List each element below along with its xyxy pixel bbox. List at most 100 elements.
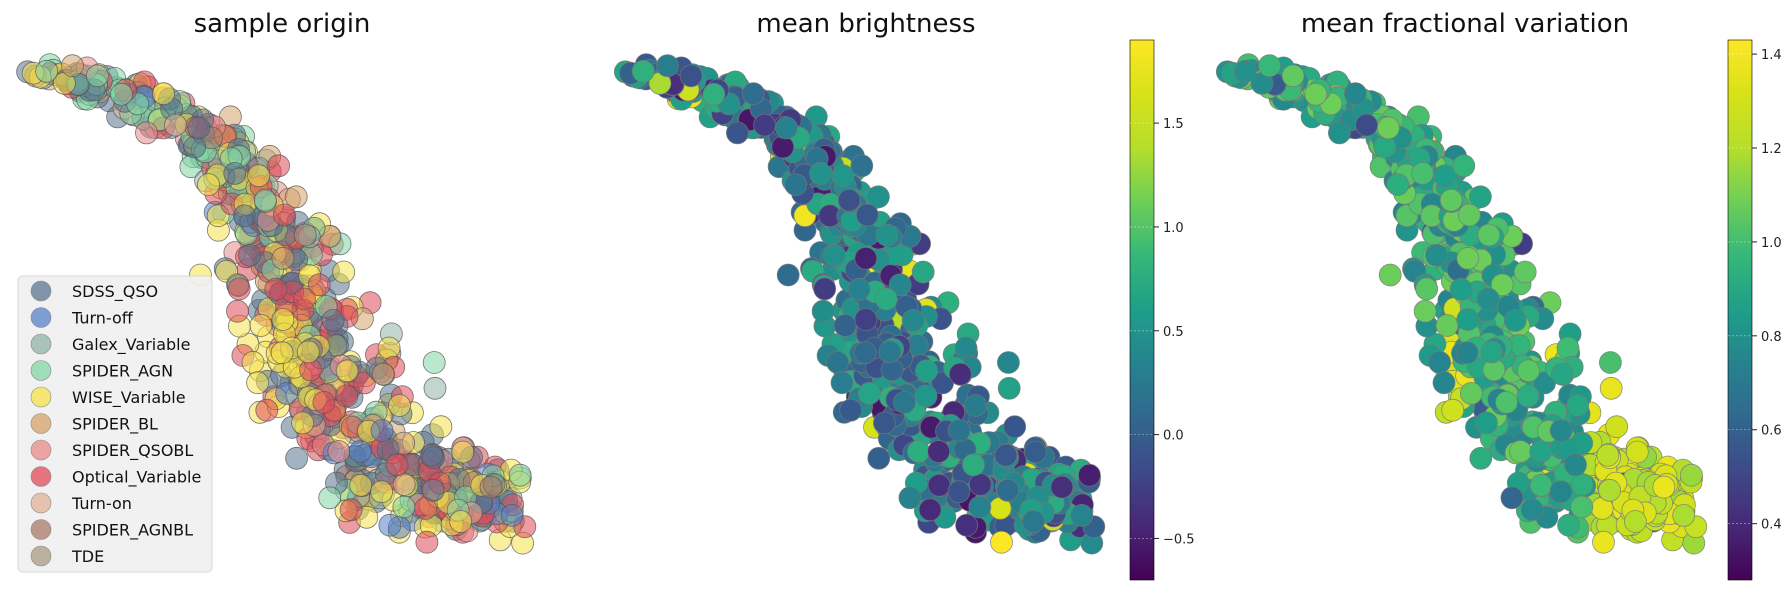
scatter-point: [422, 351, 446, 374]
scatter-point: [915, 359, 938, 383]
legend-label: Optical_Variable: [72, 468, 201, 488]
scatter-point: [1469, 446, 1493, 470]
scatter-point: [1503, 308, 1527, 332]
scatter-point: [968, 473, 992, 496]
scatter-point: [1449, 277, 1473, 301]
scatter-point: [293, 287, 316, 311]
scatter-point: [255, 398, 279, 422]
scatter-point: [1281, 64, 1305, 88]
scatter-point: [271, 246, 295, 270]
legend-marker: [30, 280, 52, 302]
scatter-point: [241, 350, 265, 374]
scatter-point: [377, 336, 401, 360]
scatter-point: [1457, 203, 1481, 227]
colorbar-tick-label: 0.6: [1761, 424, 1782, 439]
scatter-point: [1441, 398, 1465, 422]
scatter-point: [429, 415, 453, 439]
scatter-point: [1480, 340, 1504, 364]
legend-label: TDE: [71, 547, 104, 566]
scatter-point: [1516, 384, 1540, 408]
scatter-point: [954, 336, 978, 360]
legend-marker: [30, 466, 52, 487]
colorbar-tick-label: 0.8: [1761, 330, 1782, 345]
scatter-point: [110, 82, 133, 106]
scatter-point: [833, 314, 857, 337]
legend-label: SPIDER_AGN: [72, 362, 173, 382]
colorbar-tick-label: 1.0: [1761, 236, 1782, 251]
scatter-point: [1439, 188, 1463, 212]
scatter-point: [837, 188, 861, 212]
scatter-point: [378, 513, 402, 537]
scatter-point: [854, 308, 878, 331]
scatter-point: [831, 164, 855, 188]
scatter-point: [1598, 478, 1621, 502]
legend-marker: [30, 519, 52, 540]
scatter-point: [1513, 260, 1537, 284]
scatter-point: [830, 371, 854, 395]
scatter-point: [285, 446, 309, 470]
scatter-point: [679, 64, 703, 88]
scatter-point: [847, 277, 871, 301]
legend: SDSS_QSO Turn-off Galex_Variable SPIDER_AGN…: [17, 275, 213, 573]
scatter-point: [631, 59, 655, 83]
mean-fractional-variation-points: [1215, 53, 1708, 555]
scatter-point: [855, 203, 879, 227]
legend-label: Galex_Variable: [72, 335, 190, 355]
scatter-point: [813, 277, 837, 301]
colorbar-tick-label: 1.2: [1761, 142, 1782, 157]
scatter-point: [307, 273, 331, 297]
legend-label: SPIDER_AGNBL: [72, 521, 193, 541]
scatter-point: [1557, 513, 1580, 537]
colorbar-tick-label: 0.0: [1163, 429, 1184, 444]
scatter-point: [775, 116, 798, 140]
scatter-point: [312, 390, 336, 414]
scatter-point: [1428, 350, 1451, 374]
scatter-point: [1477, 223, 1501, 247]
scatter-point: [270, 341, 294, 365]
scatter-point: [1624, 510, 1647, 533]
scatter-point: [479, 475, 503, 499]
scatter-point: [371, 362, 395, 386]
scatter-point: [1456, 308, 1480, 331]
scatter-point: [907, 440, 930, 463]
scatter-point: [1455, 341, 1479, 365]
scatter-point: [1495, 390, 1518, 414]
scatter-point: [702, 82, 726, 106]
scatter-point: [1459, 381, 1483, 405]
scatter-point: [656, 54, 679, 78]
scatter-point: [420, 443, 443, 467]
scatter-point: [1680, 463, 1703, 487]
panel-title-mean-fractional-variation: mean fractional variation: [1301, 9, 1629, 39]
scatter-point: [911, 260, 935, 284]
scatter-point: [327, 440, 351, 463]
scatter-point: [275, 381, 299, 405]
scatter-point: [918, 498, 942, 522]
scatter-point: [1566, 394, 1590, 417]
scatter-point: [948, 362, 972, 386]
scatter-point: [152, 82, 176, 105]
scatter-point: [776, 263, 800, 287]
scatter-point: [893, 390, 916, 414]
legend-marker: [30, 413, 52, 434]
scatter-point: [1490, 273, 1514, 297]
colorbar-gradient: [1129, 39, 1155, 581]
scatter-point: [1570, 473, 1594, 496]
scatter-point: [823, 243, 846, 267]
scatter-point: [385, 453, 409, 477]
scatter-point: [267, 154, 291, 178]
colorbar-tick-label: 1.4: [1761, 48, 1782, 63]
scatter-point: [1355, 113, 1378, 137]
scatter-point: [1415, 277, 1439, 301]
colorbar-tick-label: 1.5: [1163, 117, 1184, 132]
scatter-point: [1304, 82, 1328, 106]
scatter-point: [839, 398, 863, 422]
scatter-point: [784, 173, 808, 197]
scatter-point: [901, 308, 925, 332]
scatter-point: [1529, 473, 1553, 497]
scatter-point: [296, 340, 320, 364]
scatter-point: [449, 510, 473, 533]
colorbar-tick-label: 0.4: [1761, 518, 1782, 533]
colorbar-tick-label: −0.5: [1163, 532, 1195, 547]
scatter-point: [233, 204, 257, 228]
